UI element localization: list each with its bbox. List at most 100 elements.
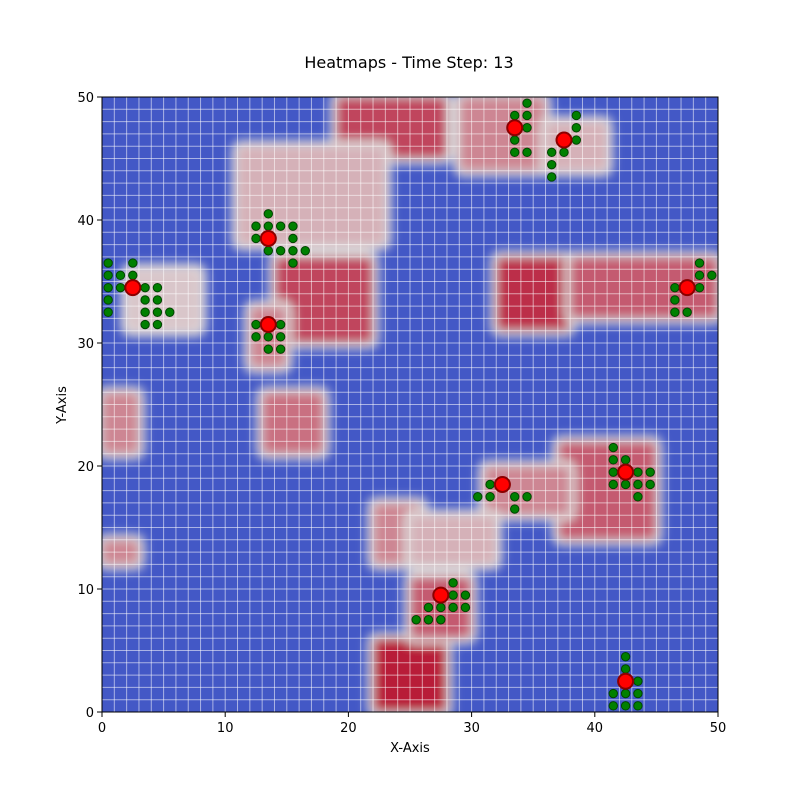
- trail-point-90: [620, 688, 631, 699]
- trail-point-33: [263, 332, 274, 342]
- trail-point-5: [103, 282, 113, 293]
- trail-point-12: [103, 307, 113, 317]
- trail-point-47: [546, 147, 557, 158]
- trail-point-11: [152, 295, 163, 305]
- agent-marker-8: [432, 586, 450, 604]
- y-tick-label-1: 10: [77, 583, 94, 598]
- trail-point-42: [510, 147, 520, 158]
- trail-point-85: [436, 615, 446, 625]
- trail-point-81: [448, 602, 458, 613]
- trail-point-64: [645, 467, 655, 477]
- trail-point-49: [546, 159, 557, 170]
- trail-point-93: [620, 701, 631, 711]
- trail-point-0: [103, 258, 113, 268]
- trail-point-45: [571, 123, 582, 133]
- plot-area: [102, 97, 718, 712]
- trail-point-94: [633, 701, 643, 711]
- trail-point-80: [436, 602, 446, 613]
- plot-frame: [101, 96, 719, 713]
- trail-point-82: [460, 602, 471, 613]
- trail-point-60: [608, 455, 618, 465]
- agent-marker-6: [617, 463, 635, 481]
- x-tick-label-4: 40: [587, 721, 604, 736]
- trail-point-7: [140, 282, 150, 293]
- trail-point-56: [670, 295, 680, 305]
- x-tick-label-3: 30: [463, 721, 480, 736]
- trail-point-67: [633, 479, 643, 490]
- trail-point-70: [485, 479, 495, 490]
- trail-point-79: [423, 602, 434, 613]
- trail-point-41: [510, 135, 520, 145]
- trail-point-77: [448, 590, 458, 600]
- trail-point-57: [670, 307, 680, 317]
- trail-point-74: [522, 492, 532, 502]
- agent-marker-3: [506, 119, 524, 137]
- trail-point-32: [251, 332, 261, 342]
- trail-point-51: [694, 258, 705, 268]
- grid-lines: [102, 97, 718, 712]
- trail-point-52: [694, 270, 705, 281]
- x-tick-label-1: 10: [217, 721, 234, 736]
- trail-point-16: [140, 319, 150, 330]
- trail-point-21: [275, 221, 286, 231]
- trail-point-8: [152, 282, 163, 293]
- trail-point-66: [620, 479, 631, 490]
- trail-point-71: [473, 492, 483, 502]
- trail-point-76: [448, 578, 458, 588]
- heat-region-9: [102, 392, 139, 454]
- agent-marker-4: [555, 131, 573, 149]
- trail-point-26: [275, 246, 286, 256]
- trail-point-55: [694, 282, 705, 293]
- y-tick-label-0: 0: [86, 706, 94, 721]
- agent-marker-2: [259, 316, 277, 334]
- trail-point-68: [645, 479, 655, 490]
- trail-point-91: [633, 688, 643, 699]
- trail-point-83: [411, 615, 421, 625]
- trail-point-27: [288, 246, 298, 256]
- trail-point-50: [546, 172, 557, 182]
- trail-point-37: [522, 98, 532, 108]
- trail-point-65: [608, 479, 618, 490]
- agent-marker-1: [259, 229, 277, 247]
- trail-point-88: [633, 676, 643, 686]
- trail-point-78: [460, 590, 471, 600]
- trail-point-4: [128, 270, 138, 281]
- y-tick-label-2: 20: [77, 460, 94, 475]
- trail-point-34: [275, 332, 286, 342]
- trail-point-87: [620, 664, 631, 674]
- trail-point-35: [263, 344, 274, 354]
- y-tick-label-3: 30: [77, 337, 94, 352]
- agent-markers: [124, 119, 696, 690]
- x-tick-label-0: 0: [98, 721, 106, 736]
- trail-point-48: [559, 147, 569, 158]
- agent-marker-5: [678, 279, 696, 297]
- trail-point-89: [608, 688, 618, 699]
- trail-point-39: [522, 110, 532, 121]
- trail-point-9: [103, 295, 113, 305]
- agent-marker-0: [124, 279, 142, 297]
- trail-point-73: [510, 492, 520, 502]
- trail-point-61: [620, 455, 631, 465]
- chart-title: Heatmaps - Time Step: 13: [304, 53, 513, 72]
- trail-point-92: [608, 701, 618, 711]
- trail-point-24: [288, 233, 298, 244]
- x-axis-label: X-Axis: [390, 741, 430, 756]
- x-tick-label-2: 20: [340, 721, 357, 736]
- trail-point-59: [608, 442, 618, 453]
- y-tick-label-5: 50: [77, 91, 94, 106]
- trail-point-46: [571, 135, 582, 145]
- trail-point-17: [152, 319, 163, 330]
- trail-point-31: [275, 319, 286, 330]
- agent-marker-7: [493, 475, 511, 493]
- trail-point-20: [263, 221, 274, 231]
- trail-point-13: [140, 307, 150, 317]
- axes: 0 10 20 30 40 50 0 10 20 30 40 50: [77, 91, 726, 736]
- trail-point-86: [620, 651, 631, 662]
- trail-point-18: [263, 209, 274, 219]
- trail-point-43: [522, 147, 532, 158]
- trail-point-63: [633, 467, 643, 477]
- trail-point-15: [165, 307, 175, 317]
- trail-point-54: [670, 282, 680, 293]
- y-tick-label-4: 40: [77, 214, 94, 229]
- trail-point-53: [707, 270, 717, 281]
